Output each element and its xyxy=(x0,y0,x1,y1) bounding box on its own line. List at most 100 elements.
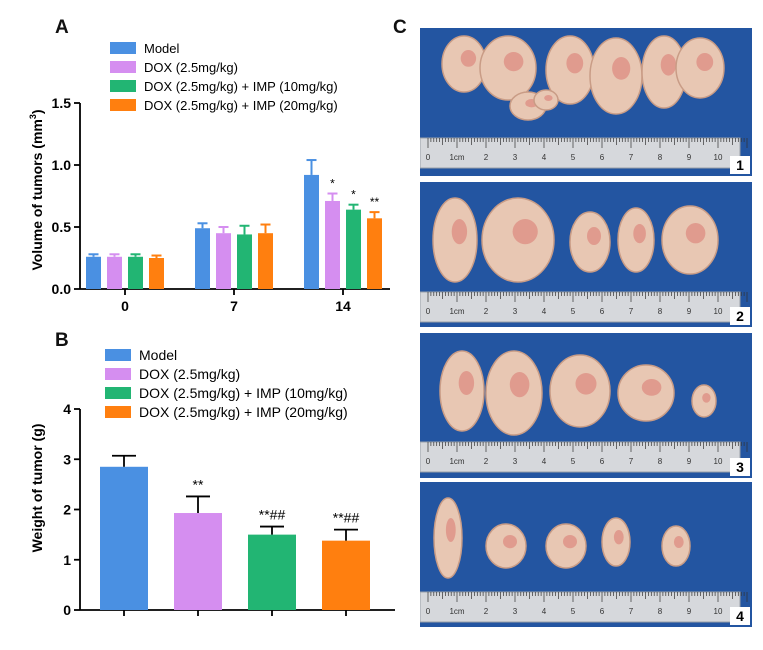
ruler-label: 1cm xyxy=(449,153,464,162)
legend-swatch-0 xyxy=(110,42,136,54)
ruler-label: 2 xyxy=(484,457,489,466)
photo-number: 4 xyxy=(736,608,744,624)
ruler-label: 9 xyxy=(687,607,692,616)
ruler-label: 3 xyxy=(513,457,518,466)
tumor-highlight xyxy=(587,227,601,245)
y-tick-label: 2 xyxy=(63,502,71,518)
ruler-label: 7 xyxy=(629,307,634,316)
bar-2-0 xyxy=(128,256,143,289)
tumor-highlight xyxy=(566,53,584,74)
ruler-label: 8 xyxy=(658,607,663,616)
ruler-label: 4 xyxy=(542,307,547,316)
x-tick-label: 7 xyxy=(230,298,238,314)
bar-3-0 xyxy=(149,258,164,289)
tumor-highlight xyxy=(673,536,684,548)
legend-label-1: DOX (2.5mg/kg) xyxy=(139,366,240,382)
ruler-label: 6 xyxy=(600,153,605,162)
tumor-sample xyxy=(661,205,719,275)
ruler xyxy=(420,137,741,169)
ruler-label: 4 xyxy=(542,607,547,616)
legend-swatch-2 xyxy=(105,387,131,399)
ruler-label: 7 xyxy=(629,607,634,616)
bar-0-2 xyxy=(304,174,319,289)
bar-1-0 xyxy=(107,256,122,289)
bar-0 xyxy=(100,466,148,610)
ruler-label: 4 xyxy=(542,457,547,466)
ruler-label: 10 xyxy=(714,457,723,466)
significance-label: * xyxy=(351,188,356,202)
tumor-highlight xyxy=(575,373,597,395)
tumor-highlight xyxy=(660,54,677,76)
ruler-label: 4 xyxy=(542,153,547,162)
tumor-highlight xyxy=(503,52,524,72)
chart-b: Weight of tumor (g) Model DOX (2.5mg/kg) D… xyxy=(29,347,395,618)
ruler-label: 8 xyxy=(658,457,663,466)
photo-2: 0 1cm 2 3 4 5 6 7 8 9 10 2 xyxy=(420,182,752,327)
bar-0-0 xyxy=(86,256,101,289)
ruler-label: 3 xyxy=(513,607,518,616)
ruler-label: 5 xyxy=(571,607,576,616)
y-tick-label: 1.5 xyxy=(52,95,72,111)
tumor-sample xyxy=(533,89,559,111)
panel-letter-c: C xyxy=(393,17,407,38)
tumor-sample xyxy=(479,35,537,101)
ruler-label: 10 xyxy=(714,307,723,316)
legend-swatch-1 xyxy=(110,61,136,73)
ruler-label: 10 xyxy=(714,153,723,162)
legend-label-3: DOX (2.5mg/kg) + IMP (20mg/kg) xyxy=(139,404,348,420)
photo-4: 0 1cm 2 3 4 5 6 7 8 9 10 4 xyxy=(420,482,752,627)
y-tick-label: 1 xyxy=(63,552,71,568)
photo-number-box xyxy=(730,156,750,174)
ruler-label: 0 xyxy=(426,607,431,616)
ruler-label: 0 xyxy=(426,153,431,162)
legend-swatch-2 xyxy=(110,80,136,92)
x-tick-label: 14 xyxy=(335,298,351,314)
tumor-highlight xyxy=(685,223,706,244)
significance-label: * xyxy=(330,177,335,191)
tumor-sample xyxy=(661,525,691,567)
tumor-sample xyxy=(485,523,527,569)
ruler-label: 8 xyxy=(658,153,663,162)
tumor-highlight xyxy=(544,95,553,101)
y-tick-label: 3 xyxy=(63,451,71,467)
chart-a: Volume of tumors (mm3) Model DOX (2.5mg/k… xyxy=(28,41,390,314)
y-tick-label: 1.0 xyxy=(52,157,72,173)
tumor-sample xyxy=(433,497,463,579)
tumor-highlight xyxy=(613,530,624,545)
bar-1 xyxy=(174,513,222,610)
y-tick-label: 0.5 xyxy=(52,219,72,235)
photo-number-box xyxy=(730,607,750,625)
tumor-highlight xyxy=(696,53,714,71)
ruler-label: 1cm xyxy=(449,607,464,616)
ruler-label: 2 xyxy=(484,307,489,316)
tumor-highlight xyxy=(451,219,468,245)
tumor-highlight xyxy=(563,535,577,549)
photo-number: 2 xyxy=(736,308,744,324)
tumor-sample xyxy=(601,517,631,567)
tumor-photos: 0 1cm 2 3 4 5 6 7 8 9 10 10 1cm 2 3 4 5 6 7 8 9 10 20 1cm 2 3 4 5 6 7… xyxy=(420,28,752,627)
ruler xyxy=(420,441,741,473)
chart-b-ylabel: Weight of tumor (g) xyxy=(29,424,45,553)
tumor-sample xyxy=(439,350,485,432)
ruler-label: 10 xyxy=(714,607,723,616)
ruler-label: 6 xyxy=(600,307,605,316)
photo-number: 1 xyxy=(736,157,744,173)
legend-swatch-0 xyxy=(105,349,131,361)
photo-number-box xyxy=(730,307,750,325)
significance-label: ** xyxy=(193,476,204,492)
tumor-highlight xyxy=(633,224,646,244)
ruler-label: 5 xyxy=(571,457,576,466)
bar-1-1 xyxy=(216,233,231,289)
tumor-sample xyxy=(569,211,611,273)
ruler-label: 9 xyxy=(687,153,692,162)
bar-3-2 xyxy=(367,218,382,289)
ruler-label: 5 xyxy=(571,153,576,162)
tumor-highlight xyxy=(509,372,530,398)
photo-3: 0 1cm 2 3 4 5 6 7 8 9 10 3 xyxy=(420,333,752,478)
bar-2-2 xyxy=(346,209,361,289)
tumor-highlight xyxy=(458,371,475,395)
tumor-sample xyxy=(691,384,717,418)
legend-swatch-1 xyxy=(105,368,131,380)
tumor-sample xyxy=(485,350,543,436)
legend-label-3: DOX (2.5mg/kg) + IMP (20mg/kg) xyxy=(144,98,338,113)
